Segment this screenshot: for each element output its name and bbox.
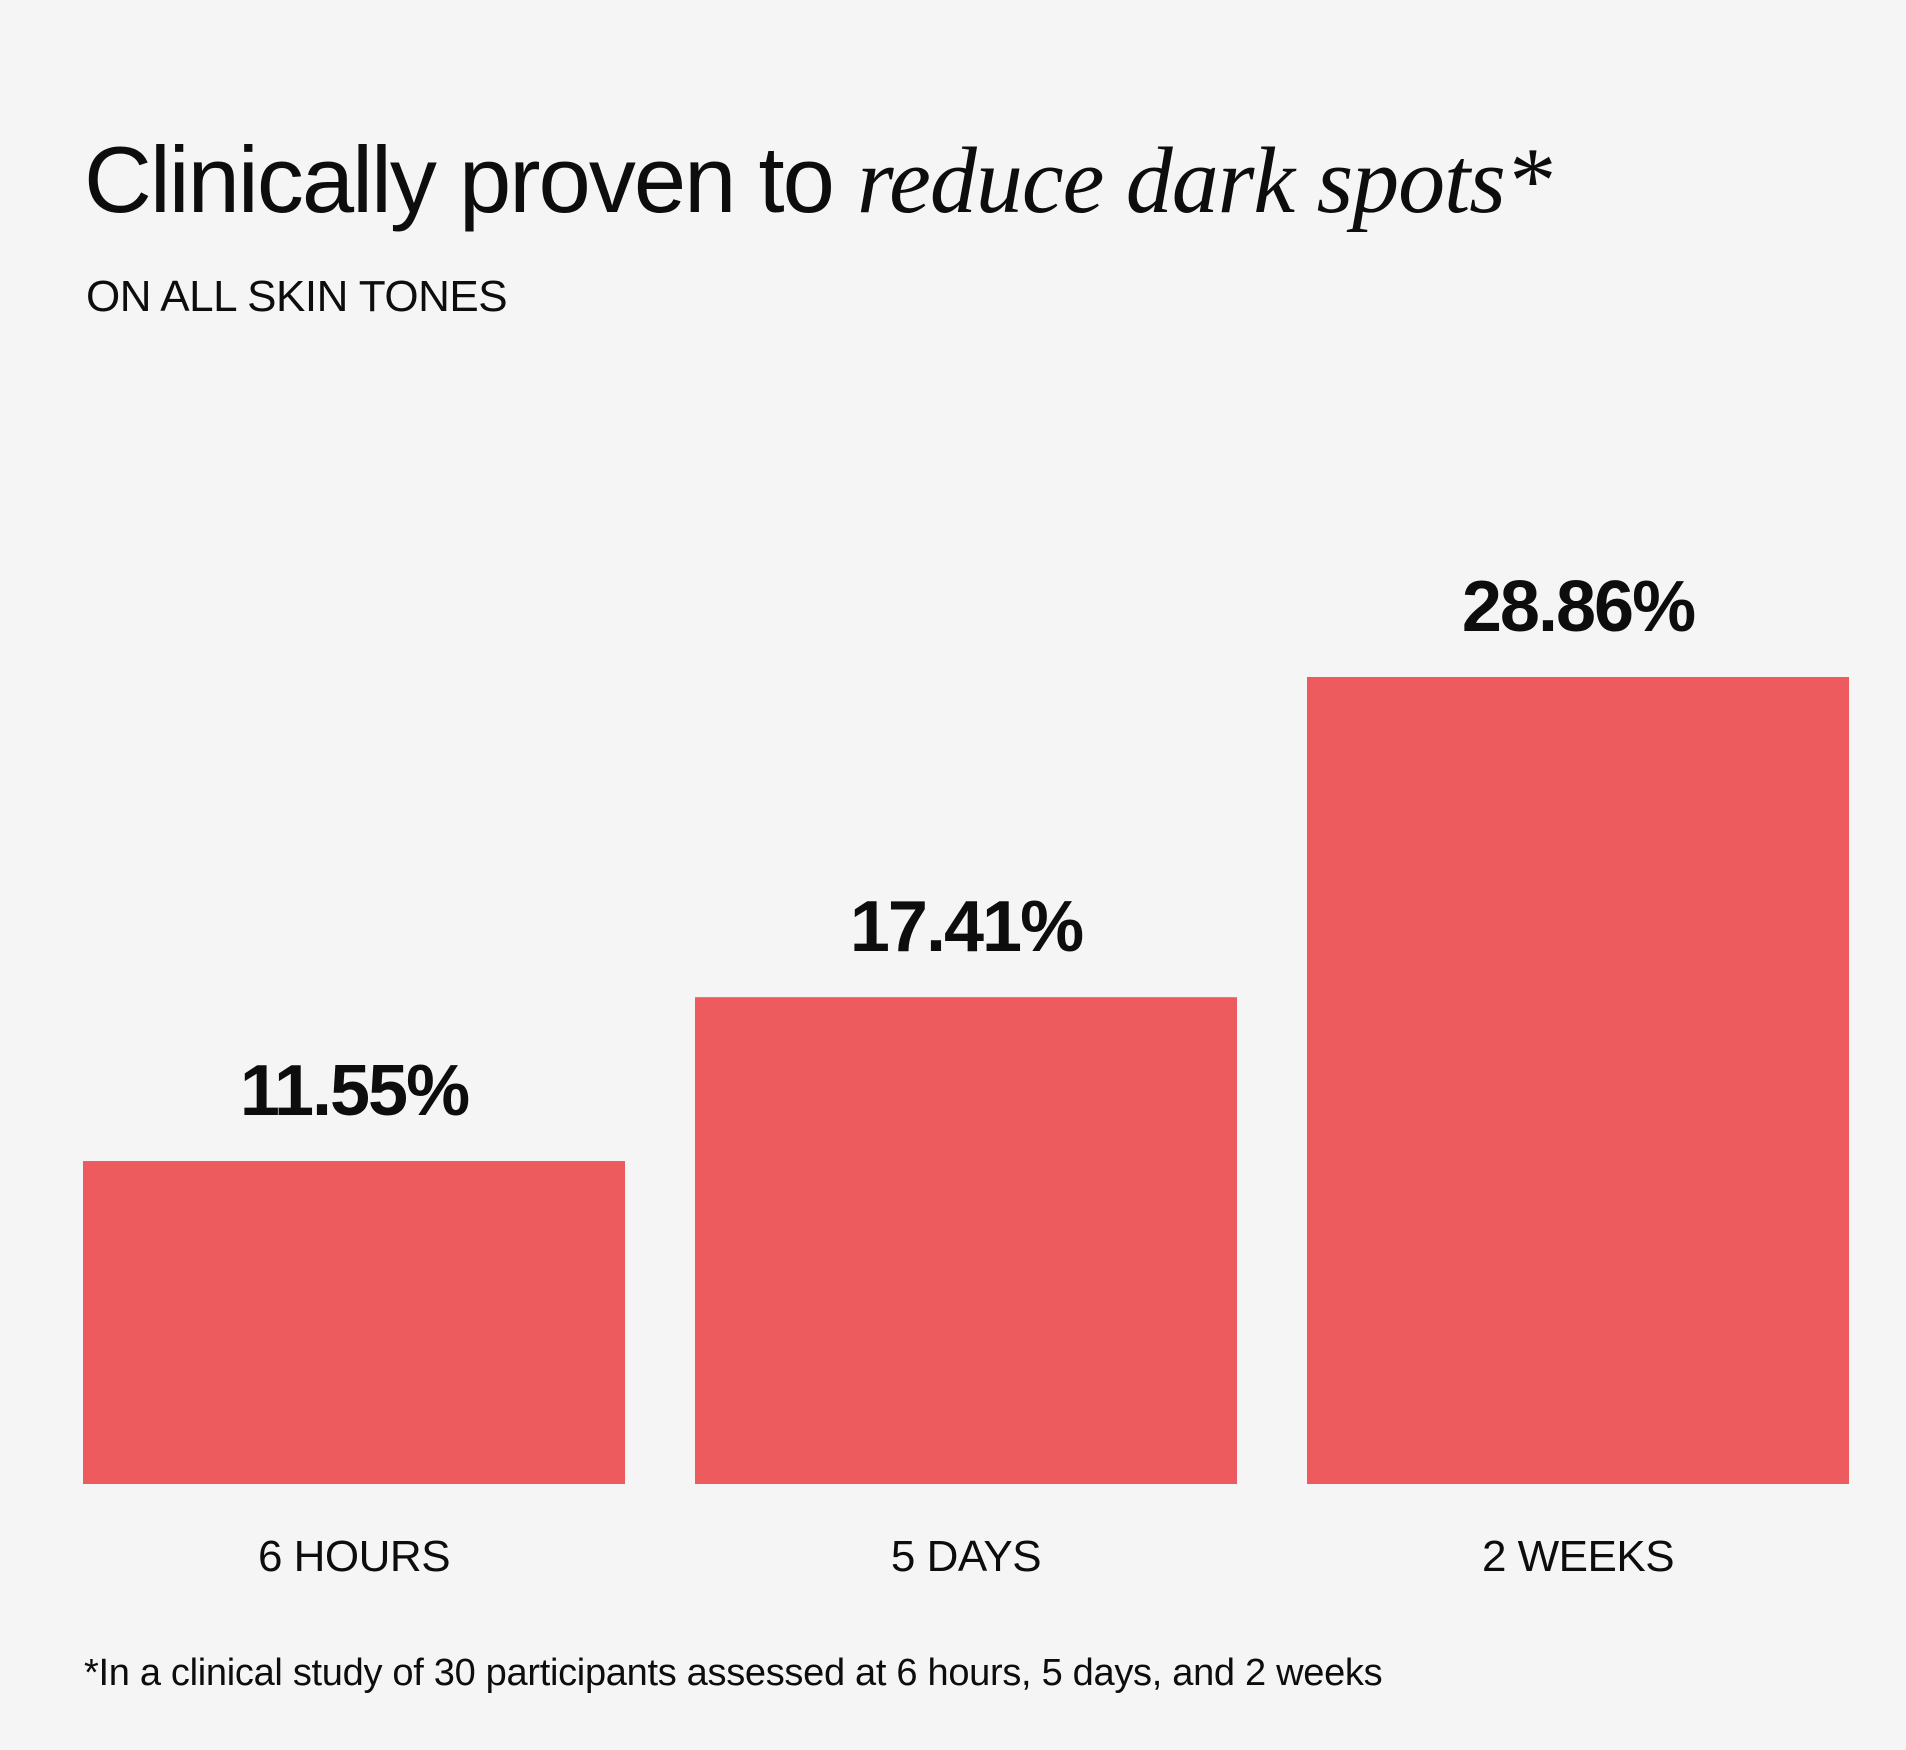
chart-title: Clinically proven to reduce dark spots*	[84, 127, 1552, 233]
bar-value-label-2: 28.86%	[1462, 567, 1695, 647]
category-label-2: 2 WEEKS	[1482, 1532, 1674, 1581]
chart-subtitle: ON ALL SKIN TONES	[86, 272, 508, 321]
title-lead: Clinically proven to	[84, 127, 835, 232]
bar-1	[695, 997, 1237, 1484]
title-emphasis: reduce dark spots*	[857, 129, 1552, 233]
bar-0	[83, 1161, 625, 1484]
category-label-0: 6 HOURS	[258, 1532, 450, 1581]
bar-value-label-0: 11.55%	[240, 1051, 469, 1131]
category-label-1: 5 DAYS	[891, 1532, 1041, 1581]
bar-2	[1307, 677, 1849, 1484]
footnote: *In a clinical study of 30 participants …	[84, 1652, 1383, 1694]
bar-value-label-1: 17.41%	[850, 887, 1083, 967]
